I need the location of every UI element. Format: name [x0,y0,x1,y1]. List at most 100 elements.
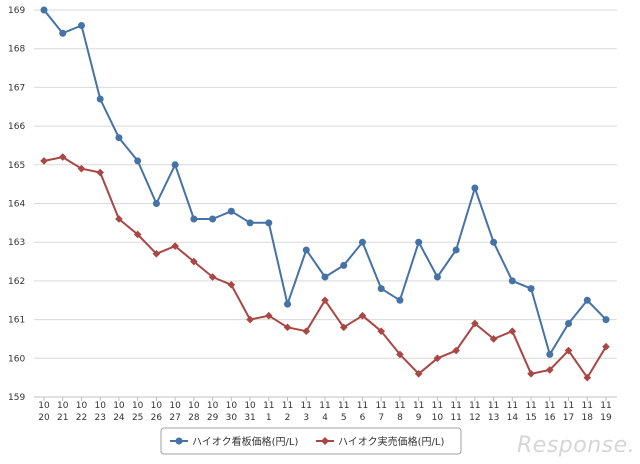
data-point [246,315,254,324]
data-point [265,311,273,320]
data-point [59,29,67,37]
x-tick-label-day: 30 [226,413,238,423]
x-tick-label-day: 20 [38,413,50,423]
x-axis: 1020102110221023102410251026102710281029… [38,397,612,423]
data-point [565,319,573,327]
data-point [414,369,423,378]
data-point [96,95,104,103]
legend-marker-series-2 [321,437,329,445]
data-point [508,277,516,285]
data-point [115,215,123,223]
x-tick-label-day: 16 [544,413,556,423]
data-point [321,273,329,281]
data-point [527,369,535,378]
x-tick-label-day: 12 [469,413,480,423]
data-point [415,238,423,246]
x-tick-label-day: 5 [341,413,347,423]
data-point [340,261,348,269]
y-tick-label: 168 [8,45,25,55]
legend: ハイオク看板価格(円/L) ハイオク実売価格(円/L) [160,427,462,455]
data-point [227,280,236,289]
legend-label-series-1: ハイオク看板価格(円/L) [192,435,298,448]
x-tick-label-day: 11 [450,413,461,423]
x-tick-label-day: 4 [322,413,328,423]
x-tick-label-day: 1 [266,413,272,423]
x-tick-label-month: 11 [301,401,312,411]
x-tick-label-month: 11 [507,401,518,411]
data-point [171,161,179,169]
x-tick-label-day: 15 [525,413,536,423]
x-tick-label-month: 10 [151,401,163,411]
x-tick-label-day: 6 [360,413,366,423]
y-tick-label: 165 [8,161,25,171]
x-tick-label-month: 11 [357,401,368,411]
data-point [302,327,311,336]
data-point [471,319,479,328]
x-tick-label-day: 27 [169,413,180,423]
data-point [564,346,573,355]
data-point [190,257,198,266]
data-point [358,311,367,320]
x-tick-label-month: 10 [132,401,144,411]
x-tick-label-day: 10 [432,413,444,423]
x-tick-label-month: 11 [282,401,293,411]
x-tick-label-month: 11 [450,401,461,411]
y-tick-label: 169 [8,6,25,16]
data-point [339,323,348,332]
x-tick-label-month: 10 [188,401,200,411]
x-tick-label-day: 21 [57,413,68,423]
x-tick-label-month: 11 [263,401,274,411]
data-point [77,21,85,29]
series-2 [40,153,610,382]
y-tick-label: 162 [8,277,25,287]
data-point [171,242,179,250]
legend-box [160,427,462,455]
data-point [265,219,273,227]
y-tick-label: 164 [8,200,25,210]
y-tick-label: 166 [8,122,25,132]
data-point [396,350,404,359]
x-tick-label-month: 11 [432,401,443,411]
x-tick-label-day: 2 [285,413,291,423]
x-tick-label-day: 18 [582,413,594,423]
data-point [283,323,292,332]
data-point [546,350,554,358]
data-point [602,316,610,324]
gridlines [34,9,617,398]
x-tick-label-month: 11 [600,401,611,411]
watermark: Response. [517,433,635,458]
x-tick-label-day: 8 [397,413,403,423]
x-tick-label-day: 23 [94,413,105,423]
x-tick-label-month: 11 [319,401,330,411]
data-point [246,219,254,227]
x-tick-label-day: 17 [563,413,574,423]
data-point [471,184,479,192]
x-tick-label-month: 11 [469,401,480,411]
legend-marker-series-1 [175,437,183,445]
x-tick-label-day: 25 [132,413,143,423]
x-tick-label-day: 14 [507,413,519,423]
data-point [489,335,498,343]
x-tick-label-month: 10 [38,401,50,411]
x-tick-label-day: 19 [600,413,612,423]
x-tick-label-month: 11 [394,401,405,411]
data-point [508,327,517,336]
x-tick-label-month: 10 [76,401,88,411]
data-point [583,373,592,382]
data-point [40,157,48,165]
data-point [546,366,554,374]
data-point [208,273,217,281]
data-point [302,246,310,254]
data-point [358,238,366,246]
data-point [96,168,104,177]
x-tick-label-month: 10 [57,401,69,411]
data-point [377,327,385,336]
y-tick-label: 160 [8,354,25,364]
x-tick-label-month: 10 [226,401,238,411]
x-tick-label-day: 9 [416,413,422,423]
x-tick-label-month: 11 [413,401,424,411]
data-point [58,153,67,161]
x-tick-label-month: 10 [94,401,106,411]
data-point [209,215,217,223]
